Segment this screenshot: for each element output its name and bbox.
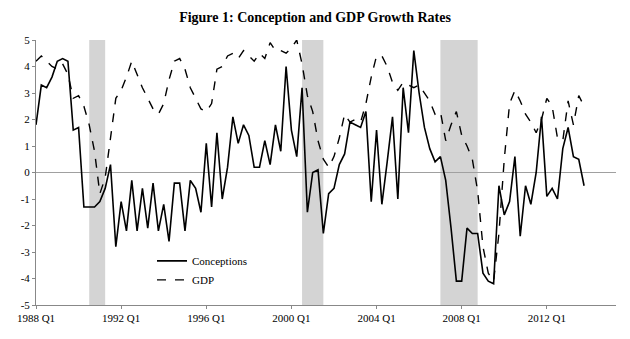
svg-text:-5: -5 xyxy=(21,299,31,311)
svg-text:5: 5 xyxy=(24,34,30,46)
svg-text:1: 1 xyxy=(24,140,30,152)
svg-text:-3: -3 xyxy=(21,246,31,258)
svg-text:2000 Q1: 2000 Q1 xyxy=(272,312,310,324)
svg-text:-2: -2 xyxy=(21,219,30,231)
svg-text:0: 0 xyxy=(24,166,30,178)
svg-text:2004 Q1: 2004 Q1 xyxy=(357,312,395,324)
svg-text:1988 Q1: 1988 Q1 xyxy=(17,312,55,324)
svg-text:1996 Q1: 1996 Q1 xyxy=(187,312,225,324)
svg-text:2012 Q1: 2012 Q1 xyxy=(528,312,566,324)
svg-text:-1: -1 xyxy=(21,193,30,205)
svg-text:2: 2 xyxy=(24,113,30,125)
svg-text:2008 Q1: 2008 Q1 xyxy=(443,312,481,324)
svg-text:Conceptions: Conceptions xyxy=(192,255,247,267)
svg-text:GDP: GDP xyxy=(192,274,214,286)
svg-text:-4: -4 xyxy=(21,272,31,284)
svg-text:Figure 1: Conception and GDP G: Figure 1: Conception and GDP Growth Rate… xyxy=(179,10,451,25)
svg-text:4: 4 xyxy=(24,60,30,72)
svg-text:1992 Q1: 1992 Q1 xyxy=(102,312,140,324)
svg-text:3: 3 xyxy=(24,87,30,99)
